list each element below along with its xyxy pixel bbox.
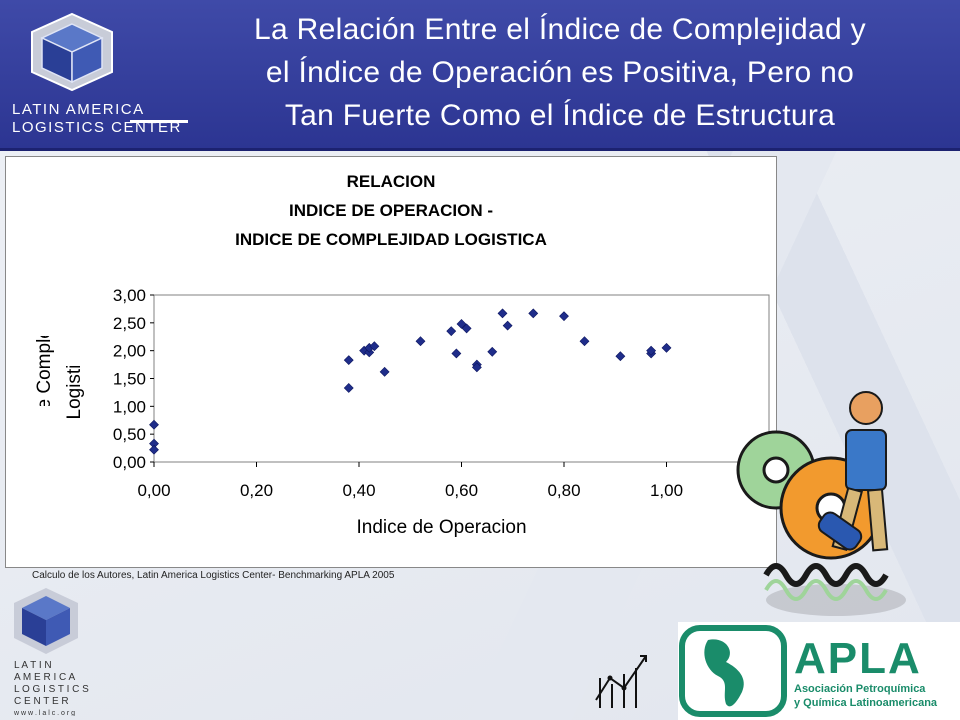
data-point xyxy=(579,336,590,347)
data-point xyxy=(502,320,513,331)
y-tick-label: 2,50 xyxy=(113,314,146,333)
data-point xyxy=(661,342,672,353)
data-point xyxy=(343,383,354,393)
apla-subtitle: Asociación Petroquímica y Química Latino… xyxy=(794,682,960,710)
logo-letters-line: A M E R I C A xyxy=(14,672,75,683)
chart-title-line: INDICE DE COMPLEJIDAD LOGISTICA xyxy=(235,230,547,249)
logo-text-line1: LATIN AMERICA xyxy=(12,101,145,118)
y-axis-label-line: Logistica xyxy=(64,344,85,419)
chart-title-line: INDICE DE OPERACION - xyxy=(289,201,493,220)
data-point xyxy=(451,348,462,359)
growth-sketch-icon xyxy=(595,655,647,708)
data-point xyxy=(149,419,159,430)
source-note: Calculo de los Autores, Latin America Lo… xyxy=(32,570,395,581)
slide-header: LATIN AMERICA LOGISTICS CENTER La Relaci… xyxy=(0,0,960,151)
chart-title-line: RELACION xyxy=(347,172,436,191)
y-tick-label: 2,00 xyxy=(113,342,146,361)
data-point xyxy=(446,326,457,337)
y-axis-label-line: Indice de Complejidad xyxy=(34,288,55,476)
logo-text-line2: LOGISTICS CENTER xyxy=(12,119,182,136)
data-point xyxy=(379,366,390,377)
x-tick-label: 0,00 xyxy=(137,481,170,500)
y-tick-label: 1,00 xyxy=(113,397,146,416)
y-tick-label: 0,50 xyxy=(113,425,146,444)
apla-wordmark: APLA xyxy=(794,634,922,683)
data-point xyxy=(369,341,380,352)
x-axis-label: Indice de Operacion xyxy=(356,517,526,538)
data-point xyxy=(559,311,569,322)
title-line: La Relación Entre el Índice de Complejid… xyxy=(254,13,866,46)
x-tick-label: 0,60 xyxy=(445,481,478,500)
latin-america-logistics-center-logo: LATIN AMERICA LOGISTICS CENTER xyxy=(12,12,188,136)
data-point xyxy=(343,355,354,366)
data-point xyxy=(646,345,657,356)
gears-worker-clipart xyxy=(736,391,906,616)
apla-subtitle-line: y Química Latinoamericana xyxy=(794,697,938,709)
data-point xyxy=(415,336,426,347)
scatter-chart: RELACION INDICE DE OPERACION - INDICE DE C… xyxy=(34,172,776,538)
chart-panel: RELACION INDICE DE OPERACION - INDICE DE C… xyxy=(5,156,777,568)
logo-letters-line: C E N T E R xyxy=(14,696,69,707)
data-point xyxy=(461,323,472,334)
x-tick-label: 0,20 xyxy=(240,481,273,500)
title-line: Tan Fuerte Como el Índice de Estructura xyxy=(284,99,836,132)
x-tick-label: 1,00 xyxy=(650,481,683,500)
data-point xyxy=(149,444,159,455)
logo-letters-line: L O G I S T I C S xyxy=(14,684,89,695)
lalc-logo-bottom: L A T I N A M E R I C A L O G I S T I C … xyxy=(13,588,89,716)
data-point xyxy=(497,308,508,319)
data-point xyxy=(528,308,539,319)
data-point xyxy=(471,362,482,373)
data-point xyxy=(615,351,626,362)
x-tick-label: 0,80 xyxy=(547,481,580,500)
logo-letters-line: L A T I N xyxy=(14,660,52,671)
logo-url: w w w . l a l c . o r g xyxy=(13,710,75,716)
y-tick-label: 0,00 xyxy=(113,453,146,472)
title-line: el Índice de Operación es Positiva, Pero… xyxy=(265,56,855,89)
data-point xyxy=(456,319,467,329)
data-point xyxy=(487,346,498,357)
apla-subtitle-line: Asociación Petroquímica xyxy=(794,683,926,695)
y-tick-label: 1,50 xyxy=(113,370,146,389)
apla-logo: APLA Asociación Petroquímica y Química L… xyxy=(678,622,960,720)
y-tick-label: 3,00 xyxy=(113,286,146,305)
worker-figure xyxy=(817,391,889,552)
americas-map-icon xyxy=(679,625,787,717)
slide-title: La Relación Entre el Índice de Complejid… xyxy=(160,8,960,137)
x-tick-label: 0,40 xyxy=(342,481,375,500)
